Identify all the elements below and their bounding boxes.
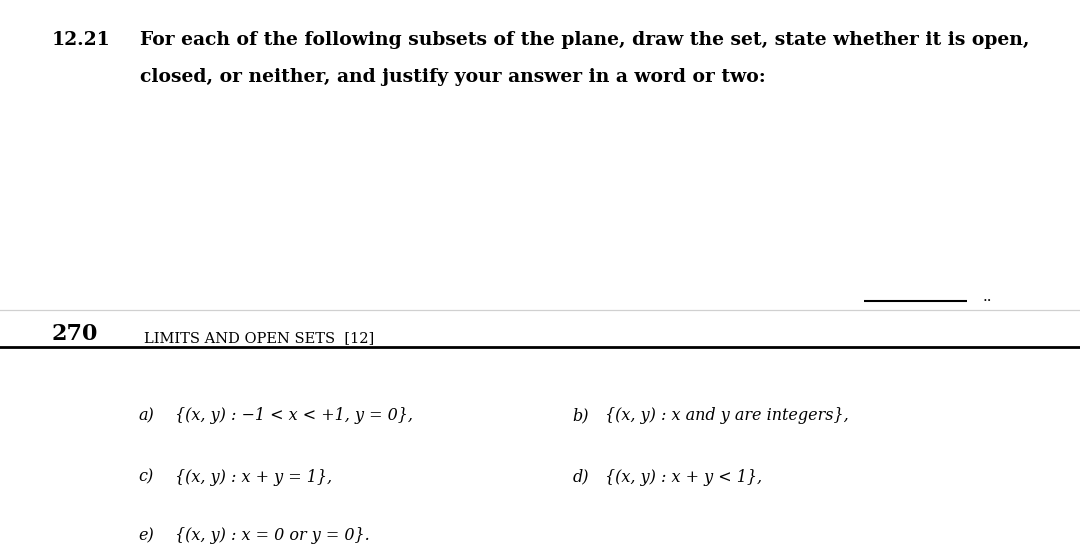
Text: {(x, y) : x and y are integers},: {(x, y) : x and y are integers}, — [605, 407, 849, 424]
Text: closed, or neither, and justify your answer in a word or two:: closed, or neither, and justify your ans… — [140, 68, 766, 86]
Text: {(x, y) : −1 < x < +1, y = 0},: {(x, y) : −1 < x < +1, y = 0}, — [175, 407, 413, 424]
Text: d): d) — [572, 469, 589, 485]
Text: e): e) — [138, 527, 154, 544]
Text: {(x, y) : x + y = 1},: {(x, y) : x + y = 1}, — [175, 469, 332, 485]
Text: 270: 270 — [52, 323, 98, 345]
Text: For each of the following subsets of the plane, draw the set, state whether it i: For each of the following subsets of the… — [140, 31, 1030, 49]
Text: ..: .. — [983, 290, 993, 304]
Text: LIMITS AND OPEN SETS  [12]: LIMITS AND OPEN SETS [12] — [144, 331, 374, 345]
Text: 12.21: 12.21 — [52, 31, 110, 49]
Text: {(x, y) : x + y < 1},: {(x, y) : x + y < 1}, — [605, 469, 761, 485]
Text: b): b) — [572, 407, 589, 424]
Text: {(x, y) : x = 0 or y = 0}.: {(x, y) : x = 0 or y = 0}. — [175, 527, 369, 544]
Text: c): c) — [138, 469, 153, 485]
Text: a): a) — [138, 407, 154, 424]
